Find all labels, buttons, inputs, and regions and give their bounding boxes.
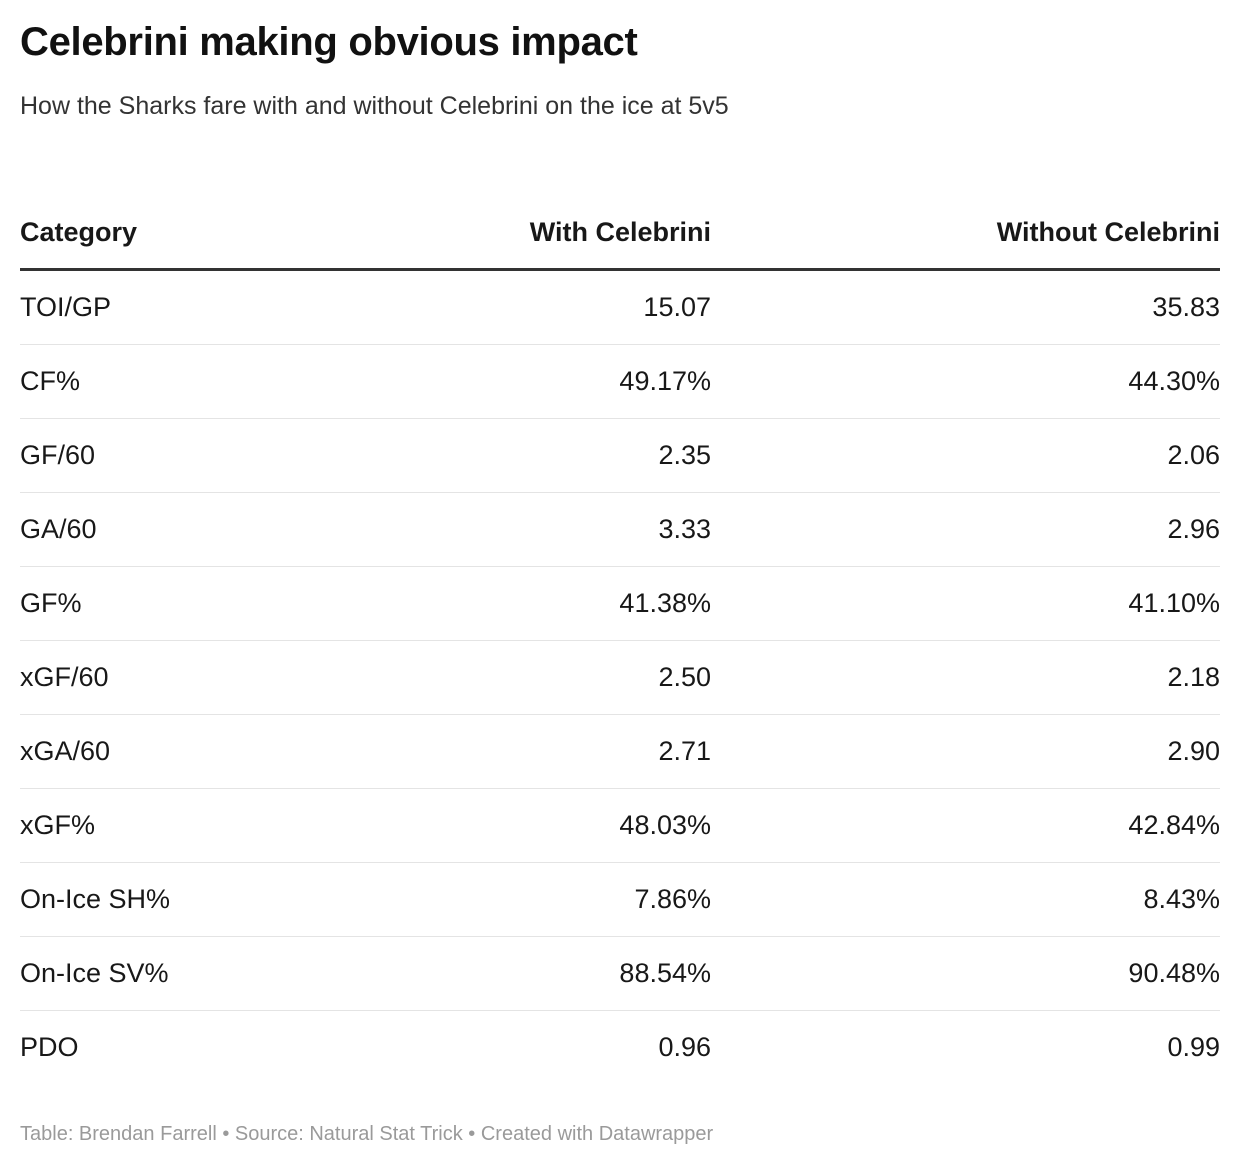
- table-header: Category With Celebrini Without Celebrin…: [20, 178, 1220, 271]
- chart-footer: Table: Brendan Farrell • Source: Natural…: [20, 1123, 714, 1145]
- cell-category: GF/60: [20, 440, 96, 470]
- cell-category: CF%: [20, 366, 80, 396]
- column-header-without[interactable]: Without Celebrini: [996, 217, 1220, 247]
- cell-with: 49.17%: [619, 366, 711, 396]
- chart-subtitle: How the Sharks fare with and without Cel…: [20, 92, 729, 120]
- table-row: On-Ice SV% 88.54% 90.48%: [20, 937, 1220, 1011]
- table-row: xGF% 48.03% 42.84%: [20, 789, 1220, 863]
- cell-with: 3.33: [658, 514, 711, 544]
- table-row: On-Ice SH% 7.86% 8.43%: [20, 863, 1220, 937]
- cell-without: 2.90: [1167, 736, 1220, 766]
- cell-category: GF%: [20, 588, 82, 618]
- cell-without: 90.48%: [1128, 958, 1220, 988]
- cell-category: xGA/60: [20, 736, 111, 766]
- column-header-category[interactable]: Category: [20, 217, 138, 247]
- cell-category: xGF/60: [20, 662, 109, 692]
- cell-with: 88.54%: [619, 958, 711, 988]
- cell-without: 8.43%: [1143, 884, 1220, 914]
- cell-category: On-Ice SV%: [20, 958, 169, 988]
- table-row: CF% 49.17% 44.30%: [20, 345, 1220, 419]
- data-table: Category With Celebrini Without Celebrin…: [20, 178, 1220, 1084]
- cell-with: 0.96: [658, 1032, 711, 1062]
- cell-with: 48.03%: [619, 810, 711, 840]
- table-row: GA/60 3.33 2.96: [20, 493, 1220, 567]
- cell-without: 35.83: [1152, 292, 1220, 322]
- cell-without: 44.30%: [1128, 366, 1220, 396]
- cell-without: 2.18: [1167, 662, 1220, 692]
- cell-category: TOI/GP: [20, 292, 112, 322]
- chart-title: Celebrini making obvious impact: [20, 20, 638, 64]
- cell-category: On-Ice SH%: [20, 884, 171, 914]
- cell-category: xGF%: [20, 810, 96, 840]
- table-row: GF/60 2.35 2.06: [20, 419, 1220, 493]
- cell-with: 7.86%: [634, 884, 711, 914]
- cell-without: 2.96: [1167, 514, 1220, 544]
- table-row: TOI/GP 15.07 35.83: [20, 271, 1220, 345]
- cell-without: 41.10%: [1128, 588, 1220, 618]
- table-row: xGA/60 2.71 2.90: [20, 715, 1220, 789]
- table-body: TOI/GP 15.07 35.83 CF% 49.17% 44.30% GF/60 2.35…: [20, 271, 1220, 1084]
- cell-without: 42.84%: [1128, 810, 1220, 840]
- cell-with: 15.07: [643, 292, 711, 322]
- cell-with: 2.50: [658, 662, 711, 692]
- table-row: PDO 0.96 0.99: [20, 1011, 1220, 1084]
- cell-with: 2.71: [658, 736, 711, 766]
- cell-without: 2.06: [1167, 440, 1220, 470]
- cell-category: PDO: [20, 1032, 79, 1062]
- cell-category: GA/60: [20, 514, 97, 544]
- table-row: GF% 41.38% 41.10%: [20, 567, 1220, 641]
- cell-with: 41.38%: [619, 588, 711, 618]
- cell-without: 0.99: [1167, 1032, 1220, 1062]
- cell-with: 2.35: [658, 440, 711, 470]
- table-row: xGF/60 2.50 2.18: [20, 641, 1220, 715]
- column-header-with[interactable]: With Celebrini: [529, 217, 711, 247]
